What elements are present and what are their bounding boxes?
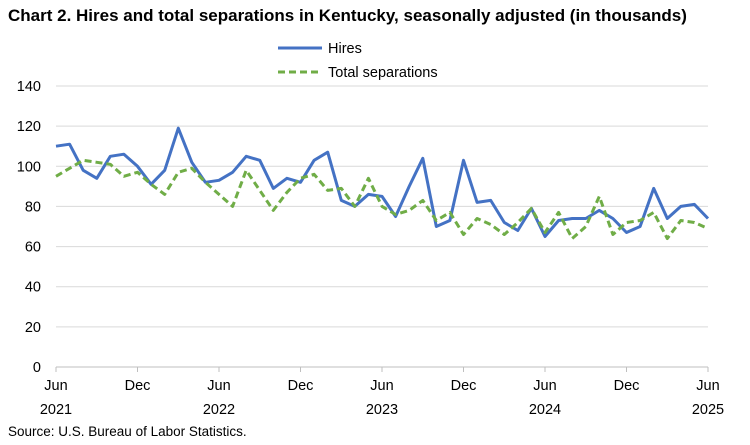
y-tick-label: 100 <box>17 159 41 175</box>
x-tick-label-year: 2024 <box>529 402 561 418</box>
x-tick-label-month: Dec <box>125 378 151 394</box>
x-tick-label-year: 2025 <box>692 402 724 418</box>
y-tick-label: 120 <box>17 119 41 135</box>
x-tick-label-month: Jun <box>696 378 719 394</box>
x-tick-label-month: Dec <box>614 378 640 394</box>
y-tick-label: 140 <box>17 79 41 95</box>
legend-label: Total separations <box>328 65 438 81</box>
legend-label: Hires <box>328 41 362 57</box>
x-tick-label-month: Dec <box>451 378 477 394</box>
x-tick-label-month: Jun <box>44 378 67 394</box>
y-tick-label: 80 <box>25 199 41 215</box>
source-note: Source: U.S. Bureau of Labor Statistics. <box>8 424 247 439</box>
y-tick-label: 0 <box>33 360 41 376</box>
x-tick-label-year: 2021 <box>40 402 72 418</box>
legend: Hires Total separations <box>278 41 438 81</box>
x-tick-label-month: Jun <box>370 378 393 394</box>
x-tick-label-month: Jun <box>533 378 556 394</box>
series-lines <box>55 126 710 240</box>
chart-title: Chart 2. Hires and total separations in … <box>8 6 687 25</box>
y-tick-label: 20 <box>25 320 41 336</box>
x-axis-tick-labels: Jun 2021 Dec Jun 2022 Dec Jun 2023 Dec Jun 2024 Dec… <box>40 378 724 418</box>
series-line-hires <box>55 126 710 238</box>
x-tick-label-month: Dec <box>288 378 314 394</box>
axes <box>55 366 709 372</box>
x-tick-label-month: Jun <box>207 378 230 394</box>
y-axis-tick-labels: 0 20 40 60 80 100 120 140 <box>17 79 41 376</box>
x-tick-label-year: 2023 <box>366 402 398 418</box>
y-tick-label: 40 <box>25 280 41 296</box>
x-tick-label-year: 2022 <box>203 402 235 418</box>
series-line-total-separations <box>55 158 709 240</box>
y-tick-label: 60 <box>25 240 41 256</box>
